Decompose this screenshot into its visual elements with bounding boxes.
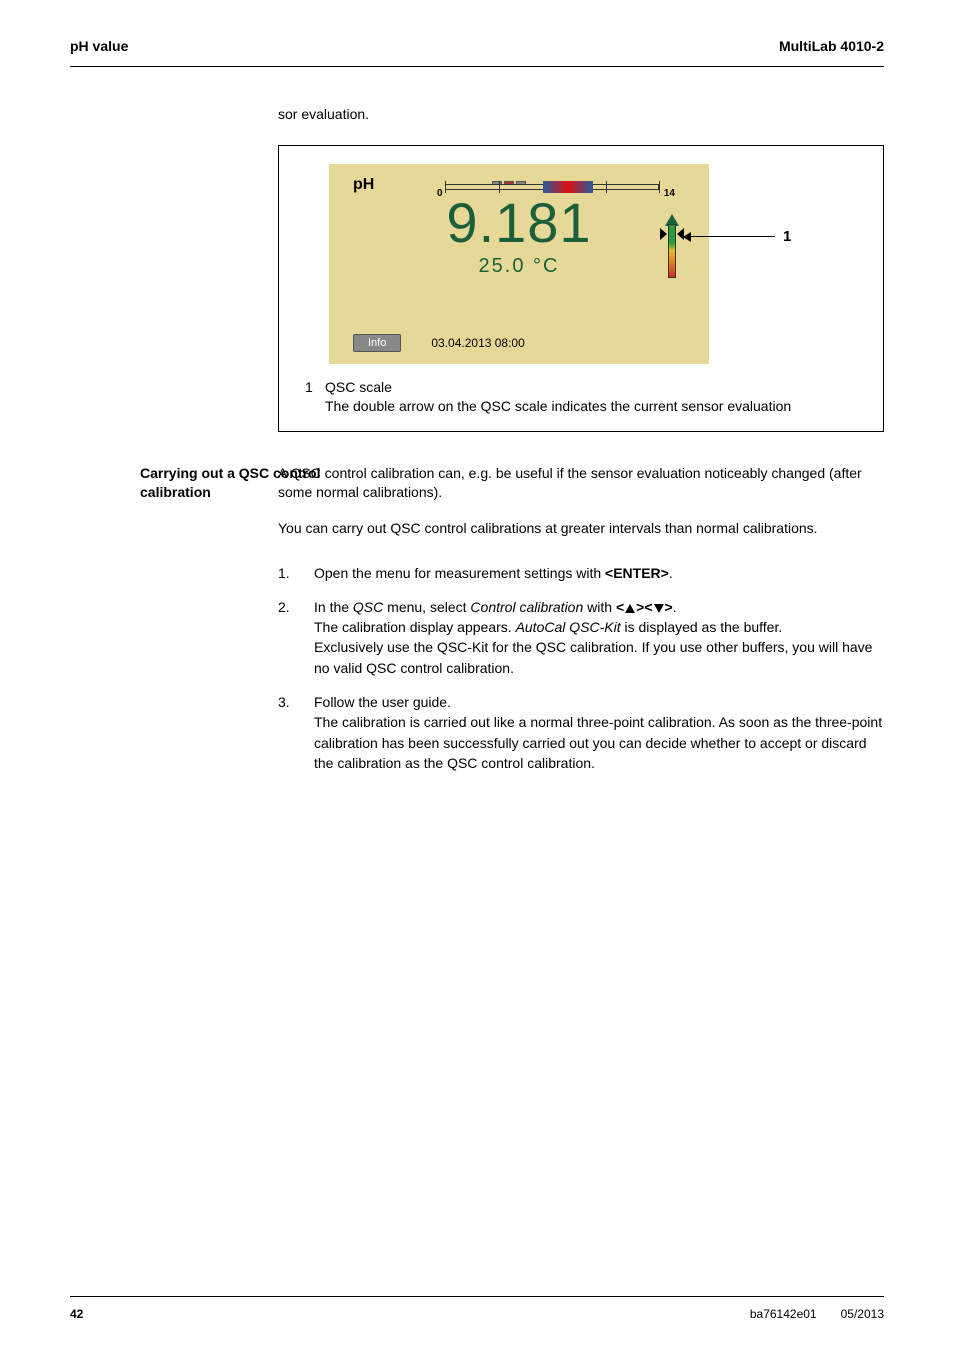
s2l1c: menu, select [383, 599, 470, 615]
steps-list: 1. Open the menu for measurement setting… [278, 563, 884, 774]
step-num: 1. [278, 563, 314, 583]
step-num: 3. [278, 692, 314, 773]
s2l1d: Control calibration [470, 599, 583, 615]
scale-max: 14 [664, 188, 675, 199]
callout-number: 1 [783, 228, 791, 245]
step-body: Follow the user guide. The calibration i… [314, 692, 884, 773]
caption-title: QSC scale [325, 379, 392, 395]
s2l2c: is displayed as the buffer. [621, 619, 783, 635]
footer-date: 05/2013 [841, 1307, 884, 1321]
ph-scale-indicator [543, 181, 593, 193]
info-bar: Info 03.04.2013 08:00 [353, 334, 525, 352]
caption-num: 1 [303, 378, 325, 417]
ph-value: 9.181 [329, 190, 709, 255]
page-footer: 42 ba76142e01 05/2013 [70, 1296, 884, 1321]
s2l1f: . [673, 599, 677, 615]
s2l1b: QSC [353, 599, 383, 615]
qsc-indicator [663, 214, 681, 278]
ph-scale: 0 14 [437, 178, 689, 196]
caption-text: QSC scale The double arrow on the QSC sc… [325, 378, 859, 417]
s2l1e: with [583, 599, 616, 615]
header-right: MultiLab 4010-2 [779, 38, 884, 54]
figure-caption: 1 QSC scale The double arrow on the QSC … [303, 378, 859, 417]
ph-label: pH [353, 176, 374, 194]
device-figure-box: pH 0 [278, 145, 884, 432]
scale-min: 0 [437, 188, 443, 199]
section-sidebar-label: Carrying out a QSC control calibration [140, 464, 330, 502]
device-screen: pH 0 [329, 164, 709, 364]
callout-line [689, 236, 775, 237]
step1-pre: Open the menu for measurement settings w… [314, 565, 605, 581]
step1-post: . [669, 565, 673, 581]
callout-arrow-icon [683, 232, 691, 242]
step-body: In the QSC menu, select Control calibrat… [314, 597, 884, 678]
footer-page: 42 [70, 1307, 83, 1321]
step-2: 2. In the QSC menu, select Control calib… [278, 597, 884, 678]
triangle-up-icon [625, 604, 635, 613]
step-body: Open the menu for measurement settings w… [314, 563, 884, 583]
para-1: A QSC control calibration can, e.g. be u… [278, 464, 884, 503]
s3l2: The calibration is carried out like a no… [314, 714, 882, 771]
s3l1: Follow the user guide. [314, 694, 451, 710]
step1-key: <ENTER> [605, 565, 669, 581]
s2l2a: The calibration display appears. [314, 619, 516, 635]
triangle-down-icon [654, 604, 664, 613]
footer-doc: ba76142e01 [750, 1307, 817, 1321]
header-left: pH value [70, 38, 128, 54]
s2l3: Exclusively use the QSC-Kit for the QSC … [314, 639, 872, 675]
s2l2b: AutoCal QSC-Kit [516, 619, 621, 635]
temp-value: 25.0 °C [329, 255, 709, 278]
step-3: 3. Follow the user guide. The calibratio… [278, 692, 884, 773]
step-num: 2. [278, 597, 314, 678]
info-datetime: 03.04.2013 08:00 [431, 336, 524, 350]
qsc-pointer-left-icon [660, 228, 667, 240]
caption-desc: The double arrow on the QSC scale indica… [325, 398, 791, 414]
page-header: pH value MultiLab 4010-2 [70, 38, 884, 67]
s2l1a: In the [314, 599, 353, 615]
step-1: 1. Open the menu for measurement setting… [278, 563, 884, 583]
info-button: Info [353, 334, 401, 352]
continuation-text: sor evaluation. [278, 105, 884, 125]
para-2: You can carry out QSC control calibratio… [278, 519, 884, 539]
qsc-bar [668, 224, 676, 278]
